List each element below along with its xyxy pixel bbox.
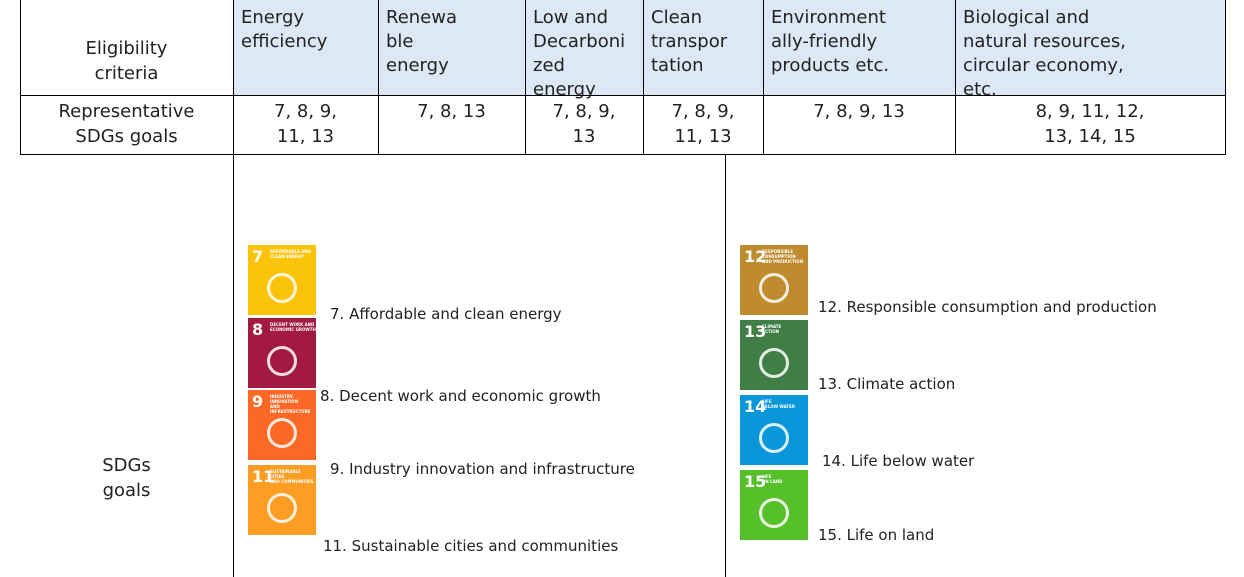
- sdg-icon: 13 CLIMATE ACTION: [740, 320, 808, 390]
- v-border: [233, 0, 234, 155]
- column-header: Energy efficiency: [233, 0, 378, 95]
- icon-symbol: [759, 348, 789, 378]
- icon-number: 12: [744, 247, 767, 266]
- goal-caption: 15. Life on land: [818, 526, 935, 544]
- goal-caption: 12. Responsible consumption and producti…: [818, 298, 1157, 316]
- v-border: [233, 155, 234, 577]
- sdg-icon: 14 LIFE BELOW WATER: [740, 395, 808, 465]
- icon-number: 15: [744, 472, 767, 491]
- goal-caption: 9. Industry innovation and infrastructur…: [330, 460, 635, 478]
- v-border: [1225, 0, 1226, 155]
- sdg-icon: 9 INDUSTRY, INNOVATION AND INFRASTRUCTURE: [248, 390, 316, 460]
- icon-number: 9: [252, 392, 264, 411]
- icon-symbol: [267, 346, 297, 376]
- v-border: [20, 0, 21, 155]
- goal-caption: 13. Climate action: [818, 375, 956, 393]
- icon-text: CLIMATE ACTION: [762, 324, 782, 334]
- column-header: Biological and natural resources, circul…: [955, 0, 1225, 100]
- icon-number: 14: [744, 397, 767, 416]
- sdg-icon: 8 DECENT WORK AND ECONOMIC GROWTH: [248, 318, 316, 388]
- column-header: Renewa ble energy: [378, 0, 525, 95]
- v-border: [763, 0, 764, 155]
- icon-text: LIFE BELOW WATER: [762, 399, 795, 409]
- icon-symbol: [267, 273, 297, 303]
- goal-list-cell: 7, 8, 9, 11, 13: [274, 101, 337, 147]
- icon-text: LIFE ON LAND: [762, 474, 783, 484]
- row-label: Representative SDGs goals: [58, 101, 195, 147]
- icon-text: SUSTAINABLE CITIES AND COMMUNITIES: [270, 469, 314, 484]
- icon-symbol: [759, 498, 789, 528]
- v-border: [643, 0, 644, 155]
- v-border: [525, 0, 526, 155]
- goal-caption: 14. Life below water: [822, 452, 975, 470]
- goal-list-cell: 7, 8, 9, 13: [813, 101, 905, 122]
- sdg-icon: 12 RESPONSIBLE CONSUMPTION AND PRODUCTION: [740, 245, 808, 315]
- v-border: [955, 0, 956, 155]
- corner-cell: Eligibility criteria: [85, 38, 168, 84]
- icon-number: 13: [744, 322, 767, 341]
- icon-text: INDUSTRY, INNOVATION AND INFRASTRUCTURE: [270, 394, 311, 414]
- icon-text: AFFORDABLE AND CLEAN ENERGY: [270, 249, 311, 259]
- sdg-icon: 7 AFFORDABLE AND CLEAN ENERGY: [248, 245, 316, 315]
- goal-list-cell: 7, 8, 9, 11, 13: [671, 101, 735, 147]
- icon-number: 7: [252, 247, 264, 266]
- goal-list-cell: 7, 8, 13: [417, 101, 486, 122]
- icon-text: DECENT WORK AND ECONOMIC GROWTH: [270, 322, 316, 332]
- goal-caption: 7. Affordable and clean energy: [330, 305, 562, 323]
- icon-symbol: [267, 418, 297, 448]
- icon-number: 11: [252, 467, 275, 486]
- icon-symbol: [759, 423, 789, 453]
- column-header: Low and Decarboni zed energy: [525, 0, 643, 100]
- icon-symbol: [759, 273, 789, 303]
- h-border: [20, 154, 1225, 155]
- icon-number: 8: [252, 320, 264, 339]
- goals-label: SDGs goals: [102, 455, 151, 501]
- goal-list-cell: 7, 8, 9, 13: [552, 101, 616, 147]
- column-header: Clean transpor tation: [643, 0, 763, 95]
- goal-list-cell: 8, 9, 11, 12, 13, 14, 15: [1035, 101, 1145, 147]
- icon-text: RESPONSIBLE CONSUMPTION AND PRODUCTION: [762, 249, 804, 264]
- column-header: Environment ally-friendly products etc.: [763, 0, 955, 95]
- goal-caption: 8. Decent work and economic growth: [320, 387, 601, 405]
- sdg-icon: 15 LIFE ON LAND: [740, 470, 808, 540]
- v-border: [378, 0, 379, 155]
- icon-symbol: [267, 493, 297, 523]
- h-border: [20, 95, 1225, 96]
- goal-caption: 11. Sustainable cities and communities: [323, 537, 619, 555]
- v-border: [725, 155, 726, 577]
- sdg-icon: 11 SUSTAINABLE CITIES AND COMMUNITIES: [248, 465, 316, 535]
